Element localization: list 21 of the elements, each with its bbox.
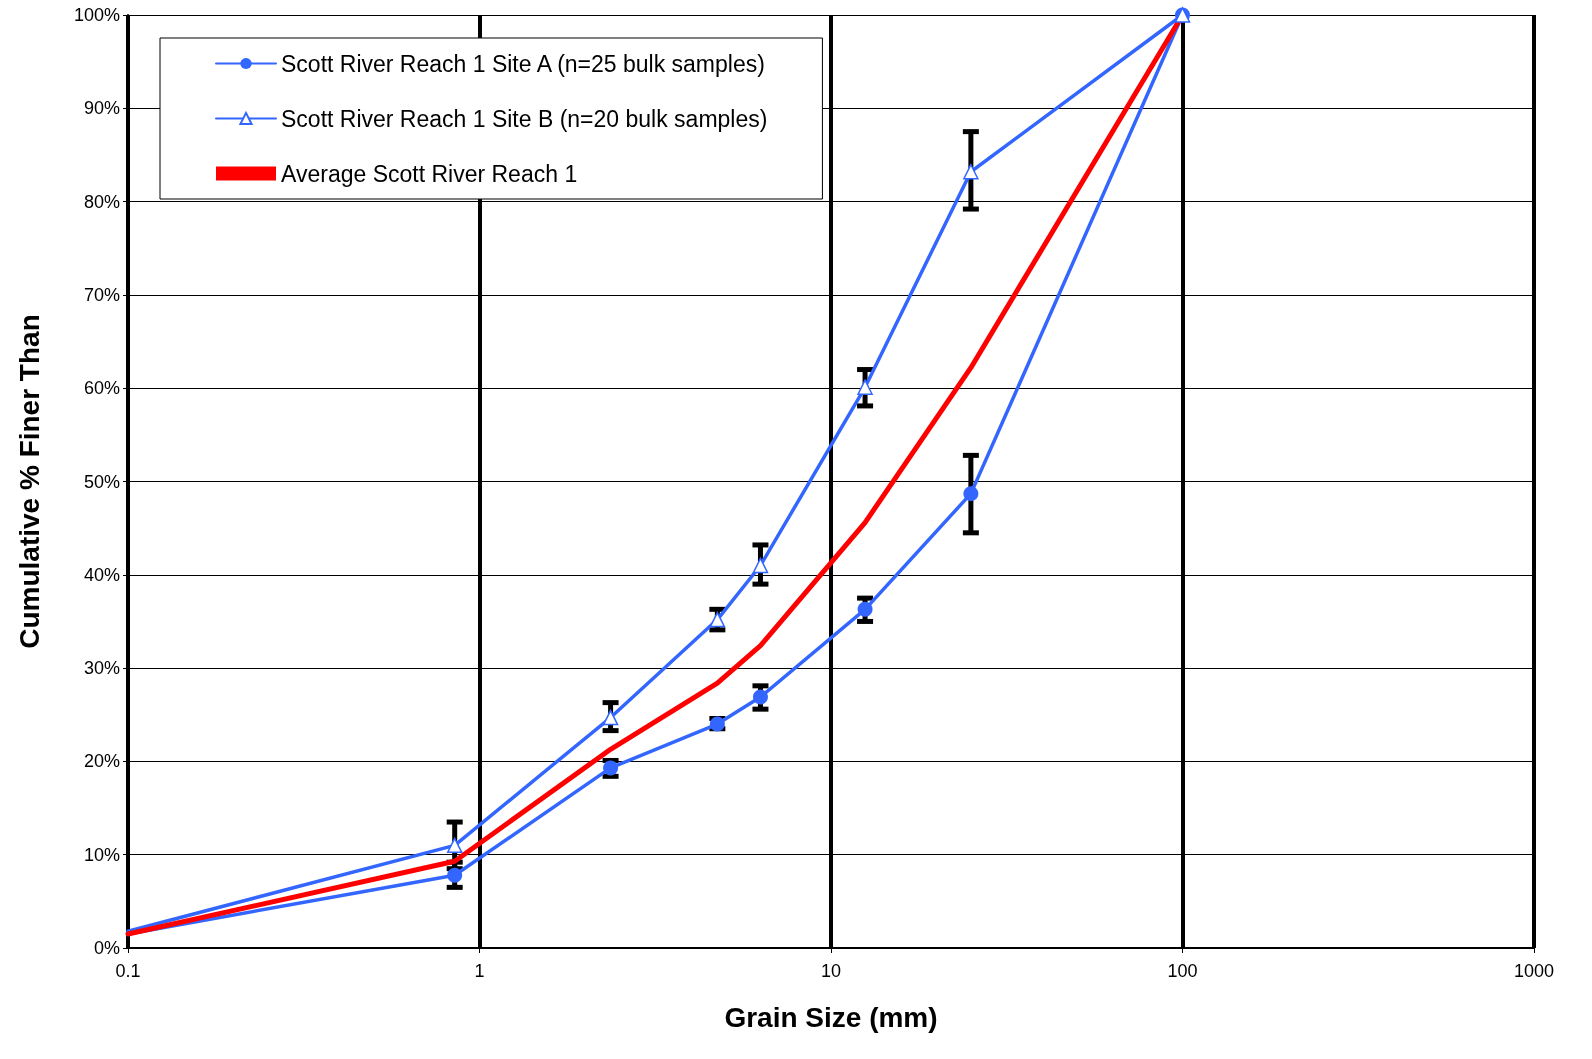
y-tick-label: 80% [83, 191, 120, 212]
y-axis-title: Cumulative % Finer Than [13, 314, 45, 649]
y-tick-label: 60% [83, 378, 120, 399]
x-tick-label: 1000 [1513, 961, 1555, 981]
y-tick-label: 30% [83, 658, 120, 679]
y-tick-label: 90% [83, 98, 120, 119]
legend-label: Scott River Reach 1 Site A (n=25 bulk samples) [281, 50, 765, 77]
y-tick-label: 70% [83, 284, 120, 305]
y-tick-label: 20% [83, 751, 120, 772]
x-axis-title: Grain Size (mm) [724, 1001, 938, 1033]
legend-label: Scott River Reach 1 Site B (n=20 bulk samples) [281, 105, 768, 132]
x-tick-label: 100 [1167, 961, 1198, 981]
y-tick-label: 100% [73, 5, 120, 25]
x-tick-label: 10 [820, 961, 842, 981]
y-tick-label: 50% [83, 471, 120, 492]
y-tick-label: 10% [83, 844, 120, 865]
x-tick-label: 0.1 [115, 961, 141, 981]
y-tick-label: 40% [83, 564, 120, 585]
y-tick-label: 0% [93, 938, 120, 958]
legend-label: Average Scott River Reach 1 [281, 160, 578, 187]
x-tick-label: 1 [474, 961, 485, 981]
